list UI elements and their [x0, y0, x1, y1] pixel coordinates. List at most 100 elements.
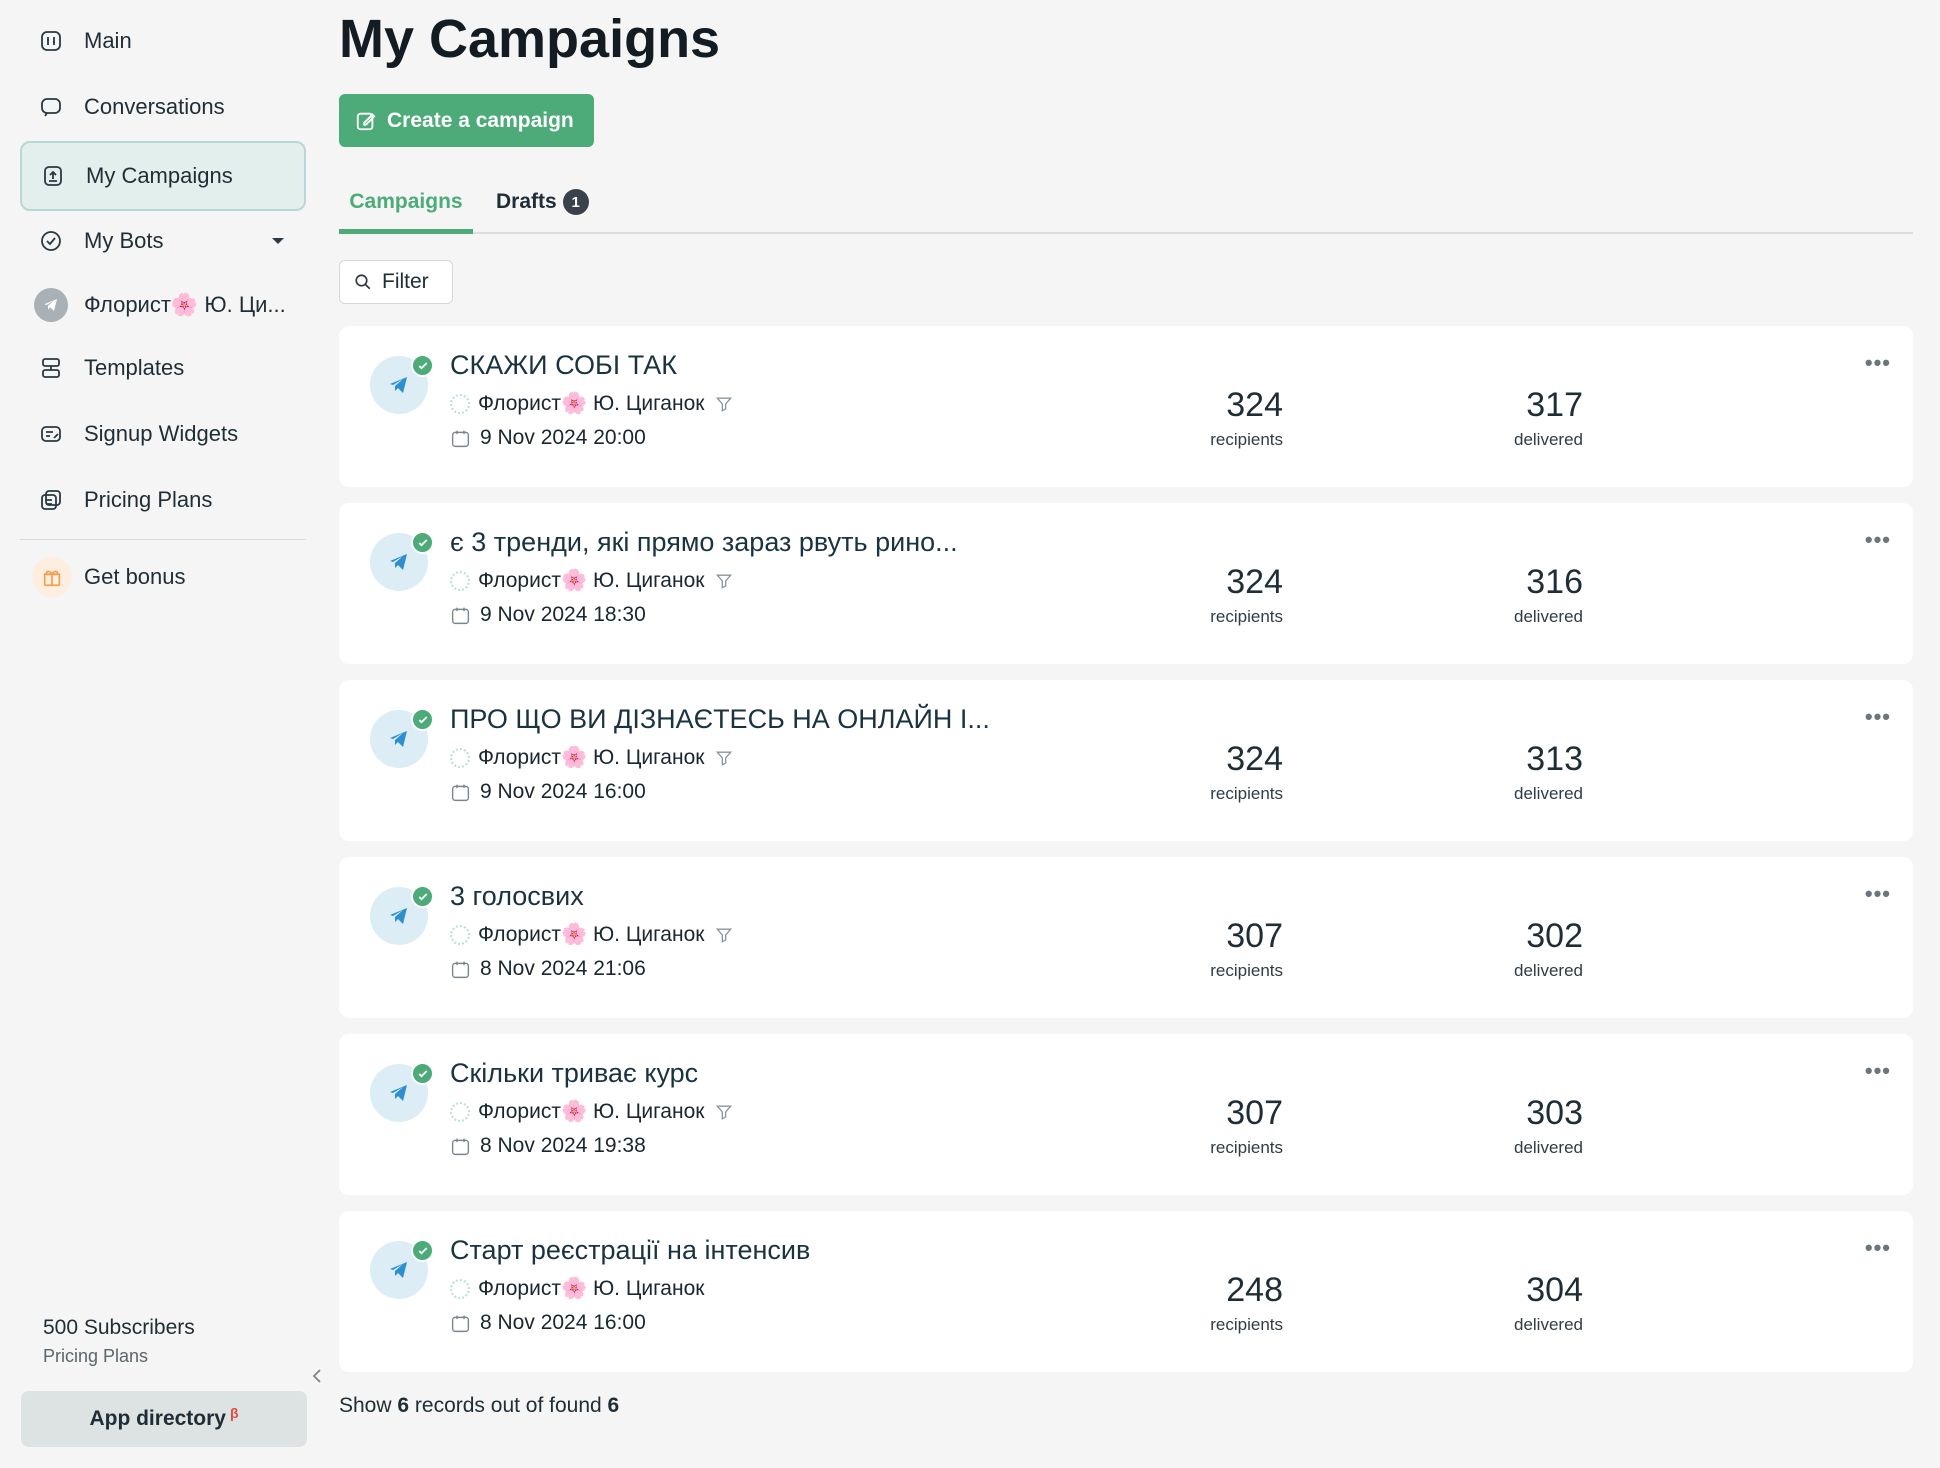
bot-name: Флорист🌸 Ю. Циганок: [478, 1277, 705, 1300]
recipients-label: recipients: [1210, 607, 1283, 626]
pricing-plans-link[interactable]: Pricing Plans: [43, 1346, 149, 1366]
campaign-date: 9 Nov 2024 18:30: [450, 603, 646, 627]
sidebar-item-templates[interactable]: Templates: [20, 335, 306, 401]
tab-label: Drafts: [496, 190, 557, 213]
more-options-icon[interactable]: •••: [1864, 1235, 1891, 1260]
edit-icon: [356, 112, 376, 130]
recipients-label: recipients: [1210, 1138, 1283, 1157]
campaign-bot: Флорист🌸 Ю. Циганок: [450, 1100, 734, 1124]
templates-icon: [38, 355, 64, 381]
sidebar-item-signup-widgets[interactable]: Signup Widgets: [20, 401, 306, 467]
campaign-title[interactable]: ПРО ЩО ВИ ДІЗНАЄТЕСЬ НА ОНЛАЙН І...: [450, 704, 990, 734]
create-campaign-label: Create a campaign: [387, 108, 574, 132]
sent-check-icon: [411, 885, 434, 908]
campaign-card[interactable]: Старт реєстрації на інтенсив Флорист🌸 Ю.…: [339, 1211, 1913, 1372]
recipients-label: recipients: [1210, 961, 1283, 980]
drafts-count-badge: 1: [562, 189, 589, 215]
app-directory-label: App directory: [89, 1407, 226, 1430]
create-campaign-button[interactable]: Create a campaign: [339, 94, 594, 147]
sidebar-item-conversations[interactable]: Conversations: [20, 74, 306, 140]
sidebar-item-bot[interactable]: Флорист🌸 Ю. Ци...: [20, 272, 306, 338]
bot-avatar: [450, 394, 470, 414]
sent-check-icon: [411, 1062, 434, 1085]
recipients-label: recipients: [1210, 1315, 1283, 1334]
campaign-card[interactable]: Скільки триває курс Флорист🌸 Ю. Циганок …: [339, 1034, 1913, 1195]
bot-avatar: [450, 925, 470, 945]
bot-avatar: [450, 1102, 470, 1122]
sidebar-item-label: Signup Widgets: [84, 421, 239, 446]
filter-button[interactable]: Filter: [339, 260, 453, 304]
bot-name: Флорист🌸 Ю. Циганок: [478, 923, 705, 946]
delivered-count: 304: [1526, 1271, 1583, 1309]
delivered-stat: 303 delivered: [1514, 1096, 1583, 1158]
sidebar-item-main[interactable]: Main: [20, 8, 306, 74]
summary-prefix: Show: [339, 1394, 392, 1417]
delivered-count: 316: [1526, 563, 1583, 601]
campaign-date: 9 Nov 2024 16:00: [450, 780, 646, 804]
sidebar-item-my-campaigns[interactable]: My Campaigns: [20, 141, 306, 211]
campaign-date: 8 Nov 2024 16:00: [450, 1311, 646, 1335]
campaign-icon: [40, 163, 66, 189]
collapse-sidebar-icon[interactable]: [308, 1366, 328, 1386]
bot-name: Флорист🌸 Ю. Циганок: [478, 569, 705, 592]
tab-campaigns[interactable]: Campaigns: [339, 182, 473, 234]
date-text: 9 Nov 2024 16:00: [480, 780, 646, 803]
date-text: 9 Nov 2024 20:00: [480, 426, 646, 449]
campaign-card[interactable]: СКАЖИ СОБІ ТАК Флорист🌸 Ю. Циганок 9 Nov…: [339, 326, 1913, 487]
chevron-down-icon[interactable]: [272, 238, 284, 244]
more-options-icon[interactable]: •••: [1864, 1058, 1891, 1083]
recipients-stat: 307 recipients: [1210, 1096, 1283, 1158]
recipients-count: 307: [1226, 1094, 1283, 1132]
more-options-icon[interactable]: •••: [1864, 350, 1891, 375]
delivered-count: 313: [1526, 740, 1583, 778]
dashboard-icon: [38, 28, 64, 54]
bots-icon: [38, 228, 64, 254]
tab-label: Campaigns: [349, 190, 463, 213]
recipients-count: 307: [1226, 917, 1283, 955]
gift-icon: [32, 557, 72, 597]
recipients-stat: 324 recipients: [1210, 565, 1283, 627]
delivered-label: delivered: [1514, 784, 1583, 803]
page-title: My Campaigns: [339, 9, 721, 69]
more-options-icon[interactable]: •••: [1864, 527, 1891, 552]
calendar-icon: [451, 430, 470, 447]
delivered-stat: 313 delivered: [1514, 742, 1583, 804]
app-directory-button[interactable]: App directory β: [21, 1391, 307, 1447]
sidebar-item-label: My Campaigns: [86, 163, 233, 188]
subscribers-count: 500 Subscribers: [43, 1316, 195, 1339]
campaign-title[interactable]: є 3 тренди, які прямо зараз рвуть рино..…: [450, 527, 958, 557]
campaign-title[interactable]: Старт реєстрації на інтенсив: [450, 1235, 811, 1265]
sidebar-item-my-bots[interactable]: My Bots: [20, 208, 306, 274]
tabs: Campaigns Drafts 1: [339, 176, 1913, 234]
date-text: 8 Nov 2024 21:06: [480, 957, 646, 980]
campaign-title[interactable]: 3 голосвих: [450, 881, 584, 911]
telegram-icon: [34, 288, 68, 322]
sidebar-item-label: Templates: [84, 355, 185, 380]
campaign-date: 8 Nov 2024 21:06: [450, 957, 646, 981]
sidebar: Main Conversations My Campaigns My Bots …: [0, 0, 321, 1468]
delivered-stat: 316 delivered: [1514, 565, 1583, 627]
campaign-card[interactable]: 3 голосвих Флорист🌸 Ю. Циганок 8 Nov 202…: [339, 857, 1913, 1018]
total-count: 6: [607, 1394, 620, 1417]
campaign-title[interactable]: Скільки триває курс: [450, 1058, 699, 1088]
campaign-title[interactable]: СКАЖИ СОБІ ТАК: [450, 350, 678, 380]
sidebar-item-pricing-plans[interactable]: Pricing Plans: [20, 467, 306, 533]
more-options-icon[interactable]: •••: [1864, 704, 1891, 729]
bot-name: Флорист🌸 Ю. Циганок: [478, 746, 705, 769]
campaign-card[interactable]: ПРО ЩО ВИ ДІЗНАЄТЕСЬ НА ОНЛАЙН І... Флор…: [339, 680, 1913, 841]
campaign-card[interactable]: є 3 тренди, які прямо зараз рвуть рино..…: [339, 503, 1913, 664]
calendar-icon: [451, 1138, 470, 1155]
date-text: 9 Nov 2024 18:30: [480, 603, 646, 626]
campaign-date: 8 Nov 2024 19:38: [450, 1134, 646, 1158]
tab-drafts[interactable]: Drafts 1: [496, 182, 589, 234]
more-options-icon[interactable]: •••: [1864, 881, 1891, 906]
bot-avatar: [450, 571, 470, 591]
filter-icon: [716, 751, 733, 766]
summary-middle: records out of found: [414, 1394, 602, 1417]
delivered-label: delivered: [1514, 607, 1583, 626]
sidebar-item-get-bonus[interactable]: Get bonus: [20, 544, 306, 610]
delivered-stat: 304 delivered: [1514, 1273, 1583, 1335]
delivered-label: delivered: [1514, 1315, 1583, 1334]
sidebar-item-label: Main: [84, 28, 132, 53]
filter-icon: [716, 928, 733, 943]
